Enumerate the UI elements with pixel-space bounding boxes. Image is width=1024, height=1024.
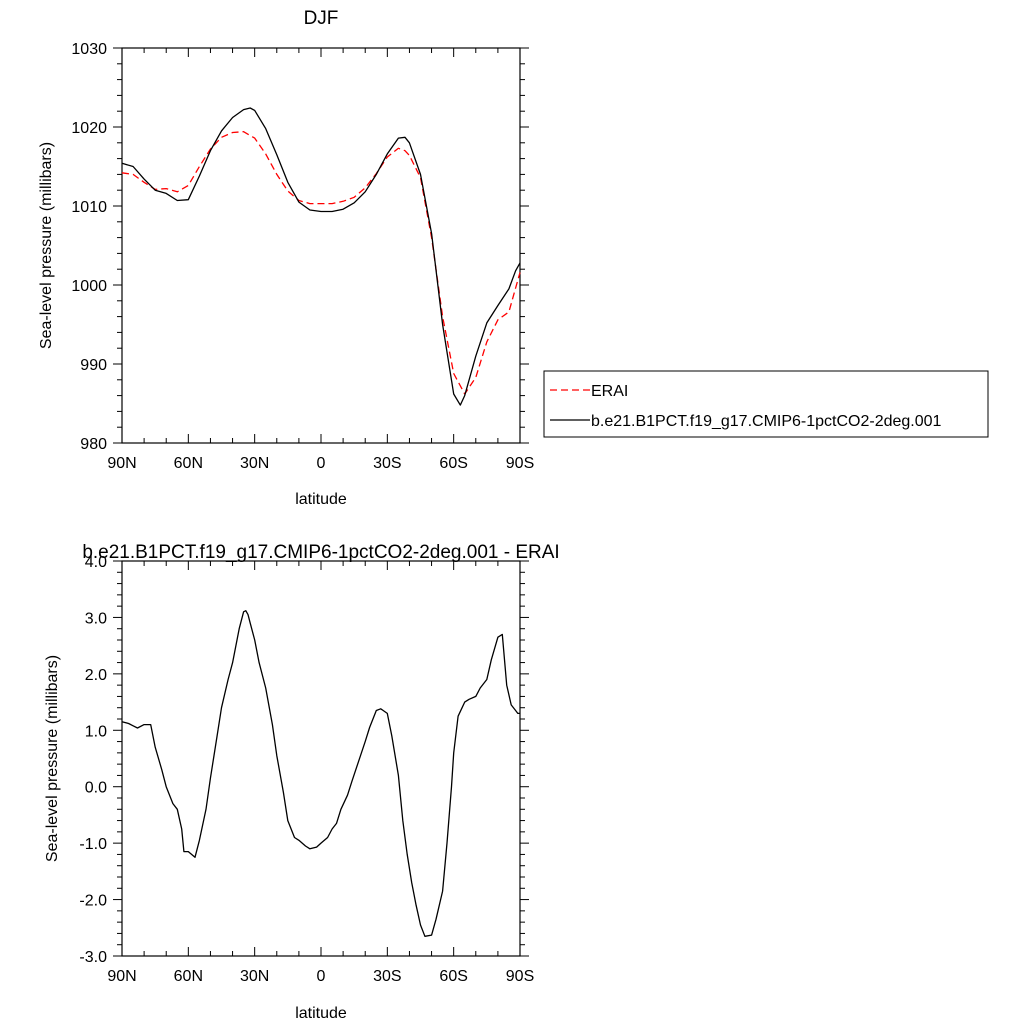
panel1-title: DJF: [304, 8, 339, 29]
panel1-series-line-2: [121, 107, 521, 406]
panel1-yaxis-label: Sea-level pressure (millibars): [38, 142, 55, 349]
panel2-title: b.e21.B1PCT.f19_g17.CMIP6-1pctCO2-2deg.0…: [82, 542, 559, 563]
panel1-xtick-label: 90S: [506, 455, 534, 472]
panel2-ytick-label: 0.0: [85, 780, 107, 797]
panel1-series-line-1: [121, 131, 521, 395]
panel2-series-line-1: [121, 610, 520, 937]
panel1-xtick-label: 60N: [174, 455, 203, 472]
panel2-yaxis-label: Sea-level pressure (millibars): [44, 655, 61, 862]
panel2-xtick-label: 90N: [107, 968, 136, 985]
panel1-xtick-label: 0: [317, 455, 326, 472]
panel2-plot-frame: [121, 560, 521, 957]
panel2-xtick-label: 60S: [439, 968, 467, 985]
panel2-ytick-label: -2.0: [79, 893, 107, 910]
panel1-ytick-label: 1010: [71, 199, 107, 216]
panel2-ytick-label: 4.0: [85, 554, 107, 571]
panel2-ytick-label: -3.0: [79, 949, 107, 966]
panel1-xtick-label: 30S: [373, 455, 401, 472]
panel2-ytick-label: -1.0: [79, 836, 107, 853]
panel1-legend-box: [543, 370, 989, 438]
panel2-ytick-label: 3.0: [85, 610, 107, 627]
panel2-xtick-label: 90S: [506, 968, 534, 985]
panel1-xaxis-label: latitude: [295, 491, 347, 508]
panel1-ytick-label: 1000: [71, 278, 107, 295]
panel1-plot-frame: [121, 47, 521, 444]
panel1-xtick-label: 90N: [107, 455, 136, 472]
panel1-ytick-label: 980: [80, 436, 107, 453]
panel1-xtick-label: 30N: [240, 455, 269, 472]
panel1-legend-label: b.e21.B1PCT.f19_g17.CMIP6-1pctCO2-2deg.0…: [591, 413, 942, 430]
panel1-xtick-label: 60S: [439, 455, 467, 472]
panel2-xtick-label: 30S: [373, 968, 401, 985]
panel2-ytick-label: 1.0: [85, 723, 107, 740]
panel1-ytick-label: 1020: [71, 120, 107, 137]
panel2-xaxis-label: latitude: [295, 1005, 347, 1022]
panel2-ytick-label: 2.0: [85, 667, 107, 684]
panel1-legend-label: ERAI: [591, 383, 628, 400]
panel2-xtick-label: 0: [317, 968, 326, 985]
panel1-ytick-label: 1030: [71, 41, 107, 58]
panel2-xtick-label: 60N: [174, 968, 203, 985]
panel2-xtick-label: 30N: [240, 968, 269, 985]
panel1-ytick-label: 990: [80, 357, 107, 374]
